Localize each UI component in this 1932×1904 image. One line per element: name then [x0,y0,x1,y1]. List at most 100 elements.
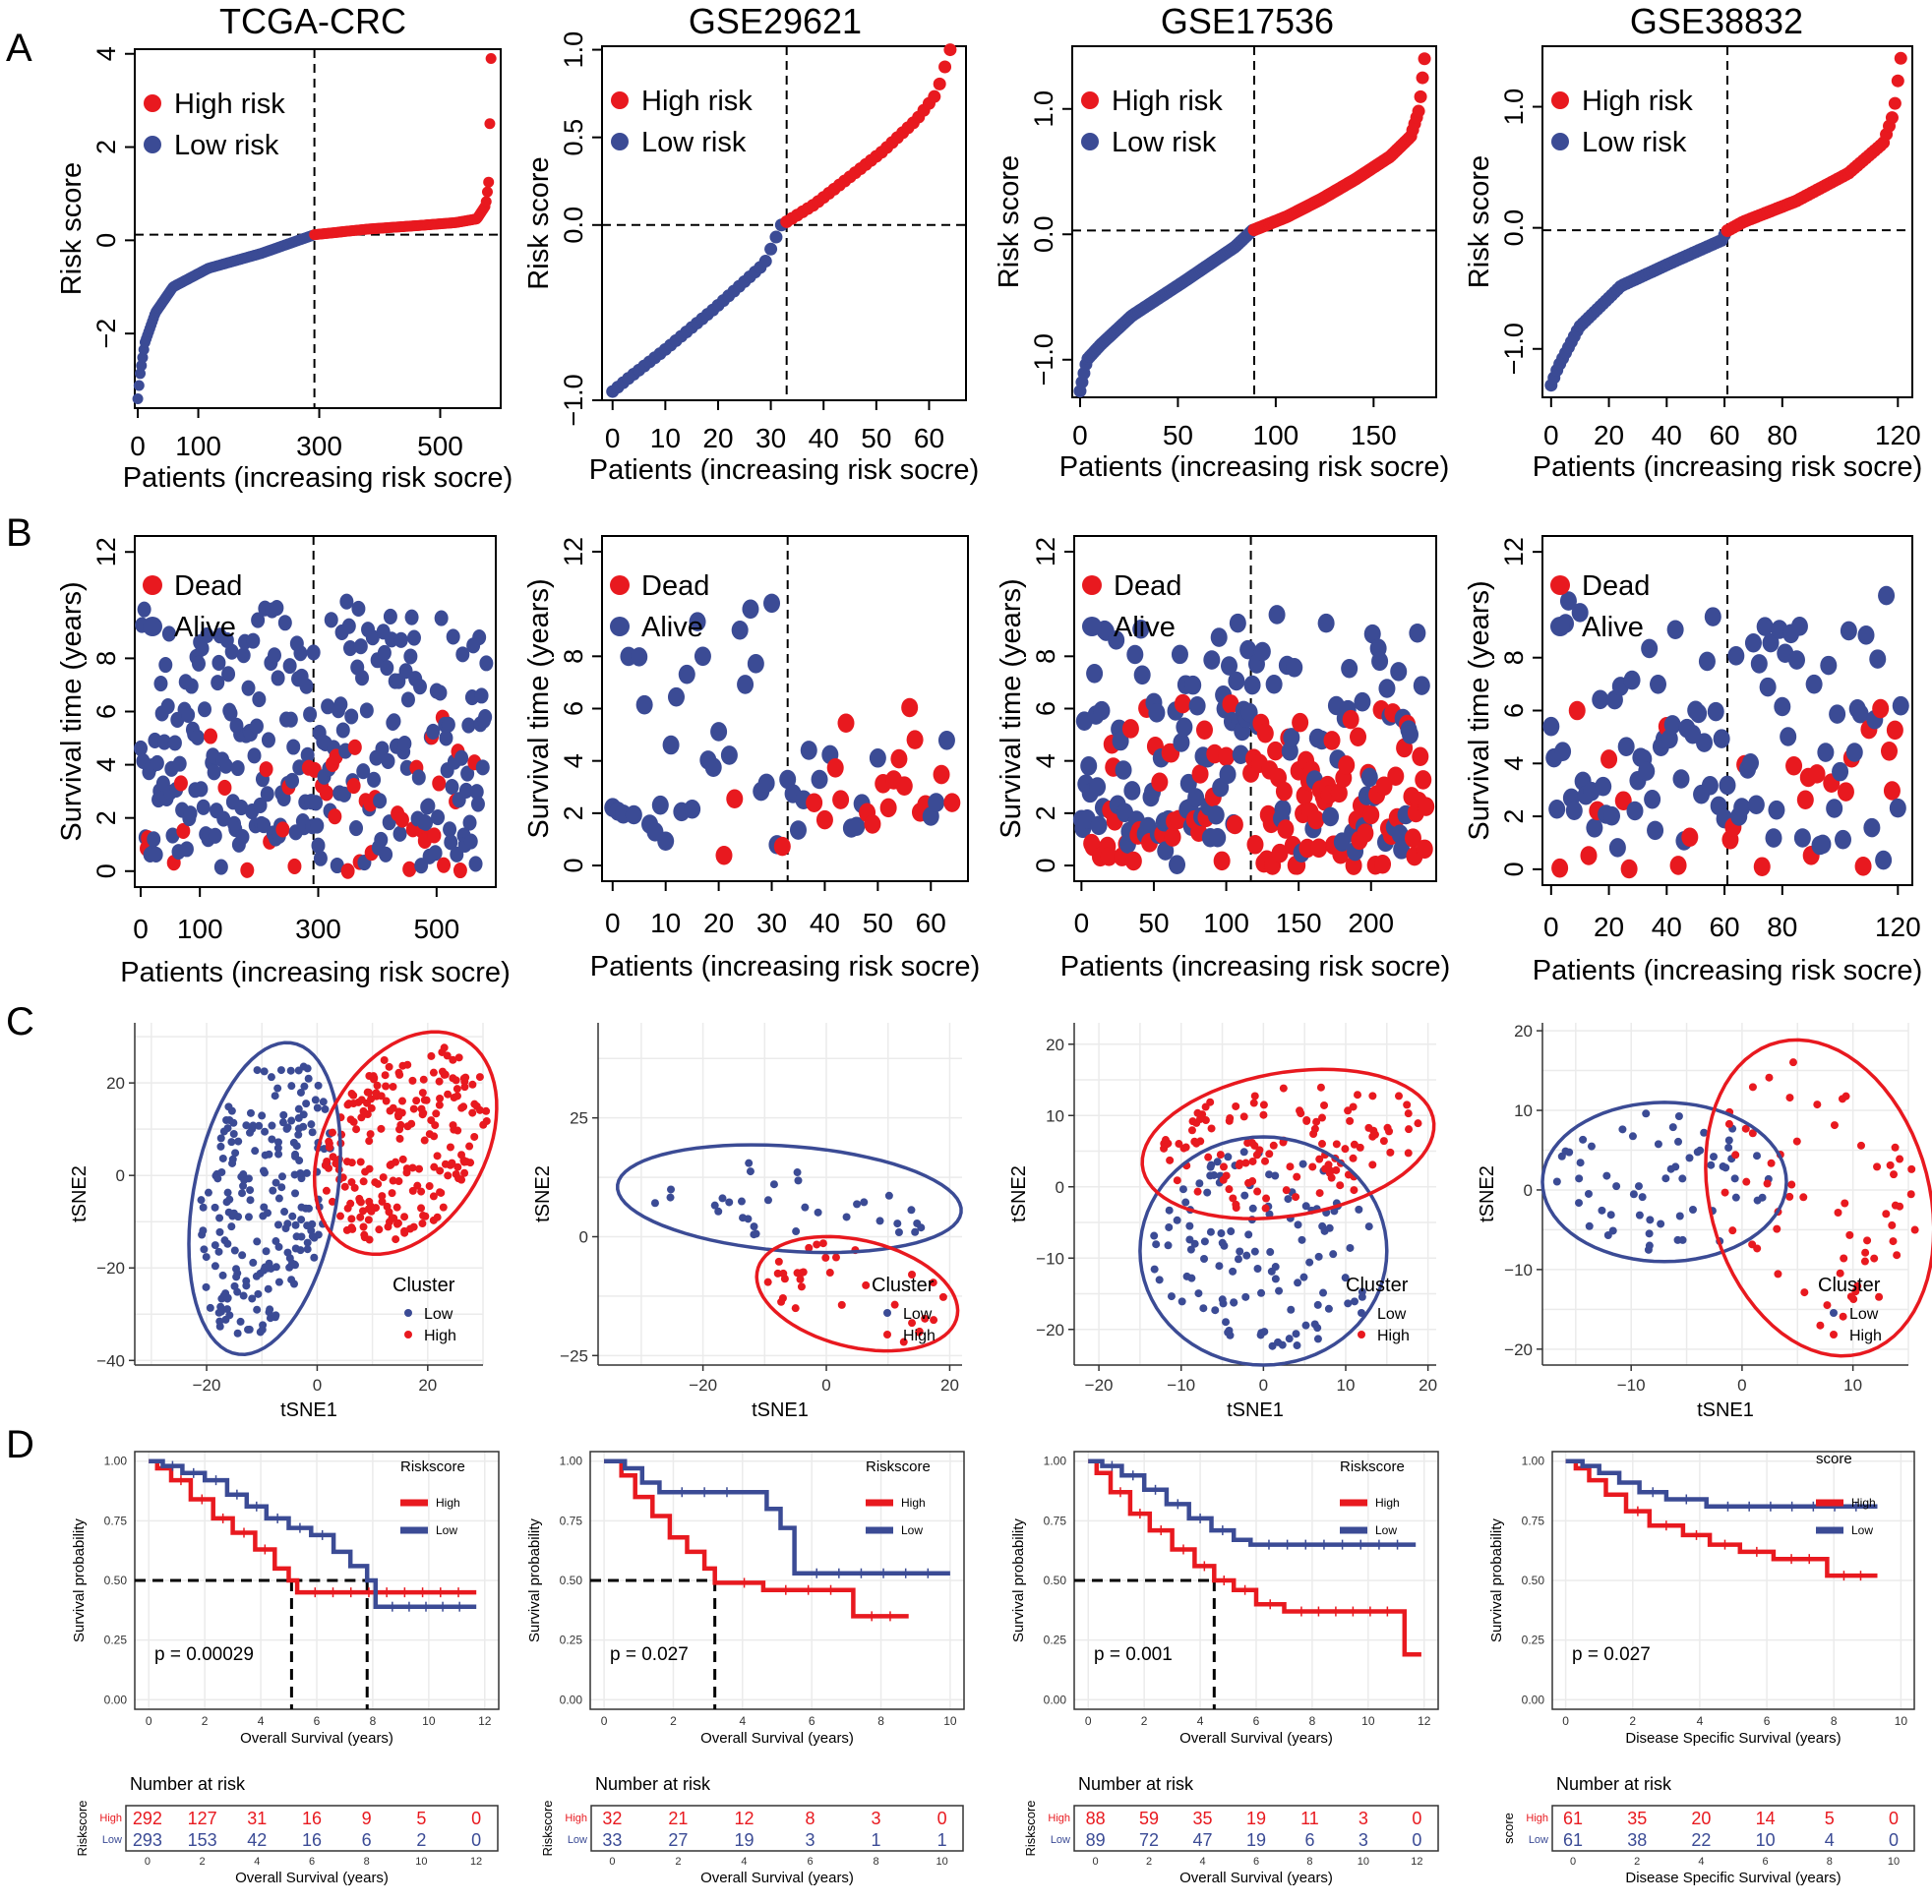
risk-count-high: 19 [1246,1809,1266,1828]
alive-point [811,769,828,790]
tsne-high-point [454,1053,463,1062]
alive-point [1126,644,1144,665]
x-tick-label: 2 [1629,1714,1636,1728]
y-tick-label: 2 [559,805,588,820]
tsne-high-point [1403,1101,1412,1109]
high-risk-point [1418,52,1431,66]
tsne-low-point [287,1116,296,1125]
risk-row-label-high: High [565,1813,587,1824]
x-tick-label: 10 [1337,1376,1356,1395]
tsne-high-point [1816,1321,1825,1330]
tsne-low-point [278,1118,287,1127]
tsne-high-point [342,1225,351,1234]
tsne-high-point [1173,1176,1181,1185]
tsne-high-point [1838,1095,1846,1103]
y-tick-label: 0.25 [1522,1634,1545,1647]
x-axis-label: tSNE1 [1697,1399,1754,1421]
tsne-high-point [908,1319,917,1328]
tsne-high-point [413,1181,422,1190]
tsne-high-point [1788,1058,1797,1067]
x-axis-label: Patients (increasing risk socre) [589,454,979,486]
survival-status-panel-0: 0 2 4 6 8 12 0 100 300 500 Survival time (years) Pa… [56,535,511,988]
risk-x-tick-label: 2 [1634,1856,1640,1868]
alive-point [1586,818,1603,838]
tsne-low-point [1165,1222,1174,1231]
dead-point [1345,856,1362,875]
tsne-high-point [791,1304,800,1313]
y-tick-label: 8 [91,651,121,666]
tsne-high-point [388,1189,396,1198]
tsne-low-point [216,1142,225,1151]
alive-point [196,799,211,815]
alive-point [1363,624,1381,644]
alive-point [1663,715,1681,735]
alive-point [1878,585,1896,606]
tsne-low-point [267,1073,275,1082]
y-tick-label: 0 [1499,862,1529,876]
alive-point [1378,679,1396,698]
x-tick-label: 50 [861,423,891,453]
tsne-high-point [352,1125,361,1134]
dead-point [1387,766,1405,787]
alive-point [299,678,314,694]
tsne-high-point [1741,1124,1750,1133]
dead-point [1323,731,1341,750]
y-axis-label: tSNE2 [532,1165,554,1222]
alive-point [1857,625,1875,645]
tsne-low-point [236,1317,245,1326]
tsne-low-point [718,1194,727,1203]
tsne-high-point [1318,1140,1327,1149]
risk-x-tick-label: 10 [1888,1856,1900,1868]
tsne-high-point [453,1092,461,1101]
risk-count-low: 22 [1691,1830,1711,1850]
risk-x-tick-label: 4 [254,1856,260,1868]
legend-low-label: Low [901,1523,923,1537]
tsne-low-point [1319,1288,1328,1297]
dead-point [901,697,919,718]
y-tick-label: 1.0 [1499,89,1529,126]
risk-count-low: 0 [471,1830,481,1850]
tsne-low-point [1350,1297,1358,1306]
x-tick-label: 10 [1361,1714,1375,1728]
y-tick-label: 0 [1031,859,1060,873]
tsne-high-point [818,1239,827,1248]
y-tick-label: 0.75 [1522,1514,1545,1527]
x-tick-label: 60 [1709,912,1739,942]
tsne-high-point [419,1075,428,1084]
risk-x-tick-label: 8 [873,1856,878,1868]
alive-point [458,782,473,799]
x-tick-label: 6 [1253,1714,1260,1728]
x-tick-label: 30 [756,908,787,938]
dead-point [402,861,417,877]
alive-point [444,834,458,851]
tsne-high-point [1873,1162,1882,1171]
tsne-high-point [1201,1116,1210,1125]
tsne-high-point [1830,1121,1839,1130]
tsne-low-point [1638,1193,1647,1202]
tsne-low-point [650,1199,659,1208]
tsne-low-point [1224,1153,1233,1161]
risk-table-frame [1551,1805,1915,1852]
tsne-high-point [408,1076,417,1085]
tsne-low-point [1731,1193,1740,1202]
y-tick-label: −10 [1504,1261,1533,1279]
tsne-high-point [356,1158,365,1166]
tsne-high-point [346,1115,355,1124]
alive-point [200,626,214,643]
x-tick-label: 20 [1594,420,1624,450]
tsne-low-point [218,1154,227,1162]
tsne-high-point [389,1082,397,1091]
high-risk-point [484,118,496,130]
risk-count-low: 6 [1304,1830,1314,1850]
x-tick-label: 10 [1895,1714,1908,1728]
legend-dead-label: Dead [174,570,242,602]
x-tick-label: 0 [1072,420,1088,450]
tsne-low-point [294,1124,303,1133]
legend-high-label: High risk [1112,86,1223,117]
tsne-low-point [1181,1198,1190,1207]
x-tick-label: 0 [1562,1714,1569,1728]
alive-point [270,600,284,617]
y-tick-label: 0.75 [104,1514,128,1527]
tsne-high-point [364,1216,373,1224]
